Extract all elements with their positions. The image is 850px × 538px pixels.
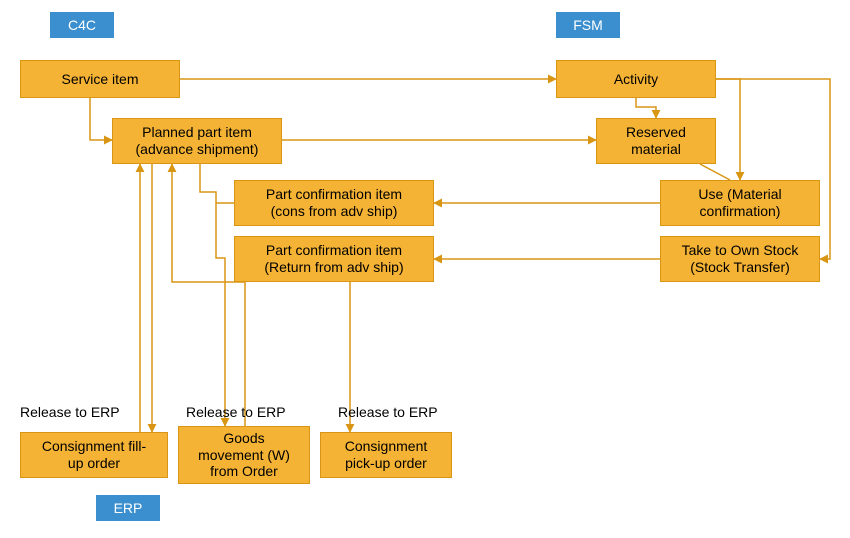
node-planned-part: Planned part item (advance shipment)	[112, 118, 282, 164]
node-goods-movement-text: Goods movement (W) from Order	[198, 430, 290, 480]
node-service-item: Service item	[20, 60, 180, 98]
header-erp: ERP	[96, 495, 160, 521]
connector-service-to-planned	[90, 98, 112, 140]
header-c4c-text: C4C	[68, 17, 96, 34]
node-take-stock-text: Take to Own Stock (Stock Transfer)	[682, 242, 799, 276]
connector-planned-to-goods	[200, 164, 225, 426]
node-consignment-fillup: Consignment fill- up order	[20, 432, 168, 478]
node-reserved-material-text: Reserved material	[626, 124, 686, 158]
connector-activity-to-take	[716, 79, 830, 259]
header-erp-text: ERP	[114, 500, 143, 517]
node-consignment-pickup: Consignment pick-up order	[320, 432, 452, 478]
node-reserved-material: Reserved material	[596, 118, 716, 164]
header-fsm: FSM	[556, 12, 620, 38]
label-release-erp-3: Release to ERP	[338, 404, 438, 420]
connector-activity-to-use	[716, 79, 740, 180]
node-take-stock: Take to Own Stock (Stock Transfer)	[660, 236, 820, 282]
node-use-material-text: Use (Material confirmation)	[698, 186, 781, 220]
node-conf-return: Part confirmation item (Return from adv …	[234, 236, 434, 282]
connector-activity-to-reserved	[636, 98, 656, 118]
header-fsm-text: FSM	[573, 17, 603, 34]
connector-reserved-to-use	[700, 164, 730, 180]
node-conf-cons-text: Part confirmation item (cons from adv sh…	[266, 186, 402, 220]
node-activity: Activity	[556, 60, 716, 98]
label-release-erp-2: Release to ERP	[186, 404, 286, 420]
node-use-material: Use (Material confirmation)	[660, 180, 820, 226]
label-release-erp-1: Release to ERP	[20, 404, 120, 420]
header-c4c: C4C	[50, 12, 114, 38]
node-consignment-fillup-text: Consignment fill- up order	[42, 438, 146, 472]
node-consignment-pickup-text: Consignment pick-up order	[345, 438, 428, 472]
node-service-item-text: Service item	[61, 71, 138, 88]
node-goods-movement: Goods movement (W) from Order	[178, 426, 310, 484]
node-conf-return-text: Part confirmation item (Return from adv …	[264, 242, 403, 276]
node-activity-text: Activity	[614, 71, 658, 88]
node-conf-cons: Part confirmation item (cons from adv sh…	[234, 180, 434, 226]
node-planned-part-text: Planned part item (advance shipment)	[136, 124, 259, 158]
